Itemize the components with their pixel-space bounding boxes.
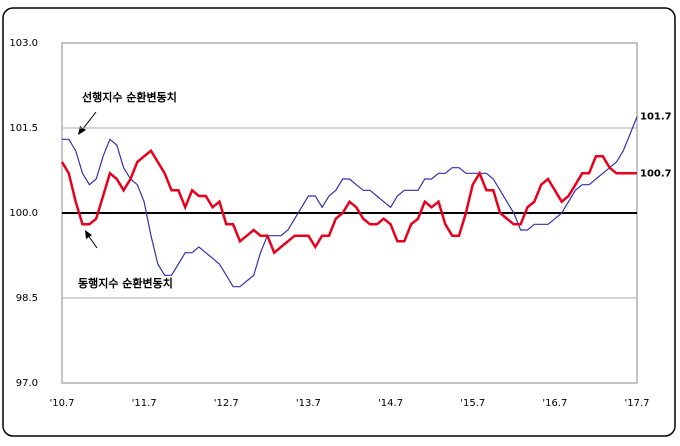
y-tick-label: 101.5: [9, 123, 38, 134]
y-tick-label: 100.0: [9, 208, 38, 219]
x-tick-label: '13.7: [296, 398, 321, 409]
x-tick-label: '10.7: [49, 398, 74, 409]
y-tick-label: 98.5: [16, 293, 38, 304]
x-tick-label: '12.7: [214, 398, 239, 409]
data-label: 101.7: [640, 112, 672, 123]
arrow: [87, 234, 98, 249]
x-tick-label: '11.7: [132, 398, 157, 409]
y-tick-label: 97.0: [16, 378, 38, 389]
x-tick-label: '16.7: [542, 398, 567, 409]
x-tick-label: '15.7: [460, 398, 485, 409]
arrow: [81, 111, 97, 131]
arrowhead: [78, 126, 86, 135]
series-label: 선행지수 순환변동치: [82, 90, 177, 104]
series-line: [62, 116, 638, 288]
arrowhead: [85, 230, 92, 239]
data-label: 100.7: [640, 168, 672, 179]
series-label: 동행지수 순환변동치: [78, 276, 173, 290]
series-line: [60, 148, 637, 255]
frame: [2, 7, 676, 437]
x-tick-label: '14.7: [378, 398, 403, 409]
x-tick-label: '17.7: [624, 398, 649, 409]
y-tick-label: 103.0: [9, 38, 38, 49]
